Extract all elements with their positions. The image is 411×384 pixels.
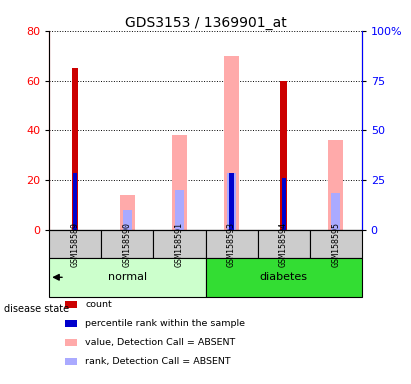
Bar: [280, 81, 287, 230]
Bar: [328, 141, 343, 230]
Text: disease state: disease state: [4, 304, 69, 314]
Bar: [49, 230, 102, 258]
Bar: [72, 68, 79, 230]
Bar: [282, 178, 286, 230]
Text: GSM158594: GSM158594: [279, 222, 288, 266]
Bar: [258, 230, 309, 258]
Text: GSM158593: GSM158593: [227, 222, 236, 266]
Bar: [120, 195, 135, 230]
Text: GSM158591: GSM158591: [175, 222, 184, 266]
Text: percentile rank within the sample: percentile rank within the sample: [85, 319, 245, 328]
Bar: [73, 173, 77, 230]
Bar: [65, 301, 77, 308]
Bar: [224, 56, 239, 230]
Bar: [309, 230, 362, 258]
Bar: [123, 210, 132, 230]
Bar: [175, 190, 184, 230]
Text: value, Detection Call = ABSENT: value, Detection Call = ABSENT: [85, 338, 236, 347]
Text: count: count: [85, 300, 112, 309]
Bar: [65, 358, 77, 365]
Bar: [65, 320, 77, 327]
Bar: [49, 258, 206, 296]
Text: rank, Detection Call = ABSENT: rank, Detection Call = ABSENT: [85, 357, 231, 366]
Bar: [227, 173, 236, 230]
Text: diabetes: diabetes: [260, 272, 307, 282]
Bar: [229, 173, 233, 230]
Title: GDS3153 / 1369901_at: GDS3153 / 1369901_at: [125, 16, 286, 30]
Text: GSM158595: GSM158595: [331, 222, 340, 266]
Bar: [153, 230, 206, 258]
Bar: [172, 136, 187, 230]
Bar: [206, 258, 362, 296]
Bar: [65, 339, 77, 346]
Text: GSM158590: GSM158590: [123, 222, 132, 266]
Bar: [206, 230, 258, 258]
Bar: [102, 230, 153, 258]
Text: normal: normal: [108, 272, 147, 282]
Text: GSM158589: GSM158589: [71, 222, 80, 266]
Bar: [332, 193, 340, 230]
